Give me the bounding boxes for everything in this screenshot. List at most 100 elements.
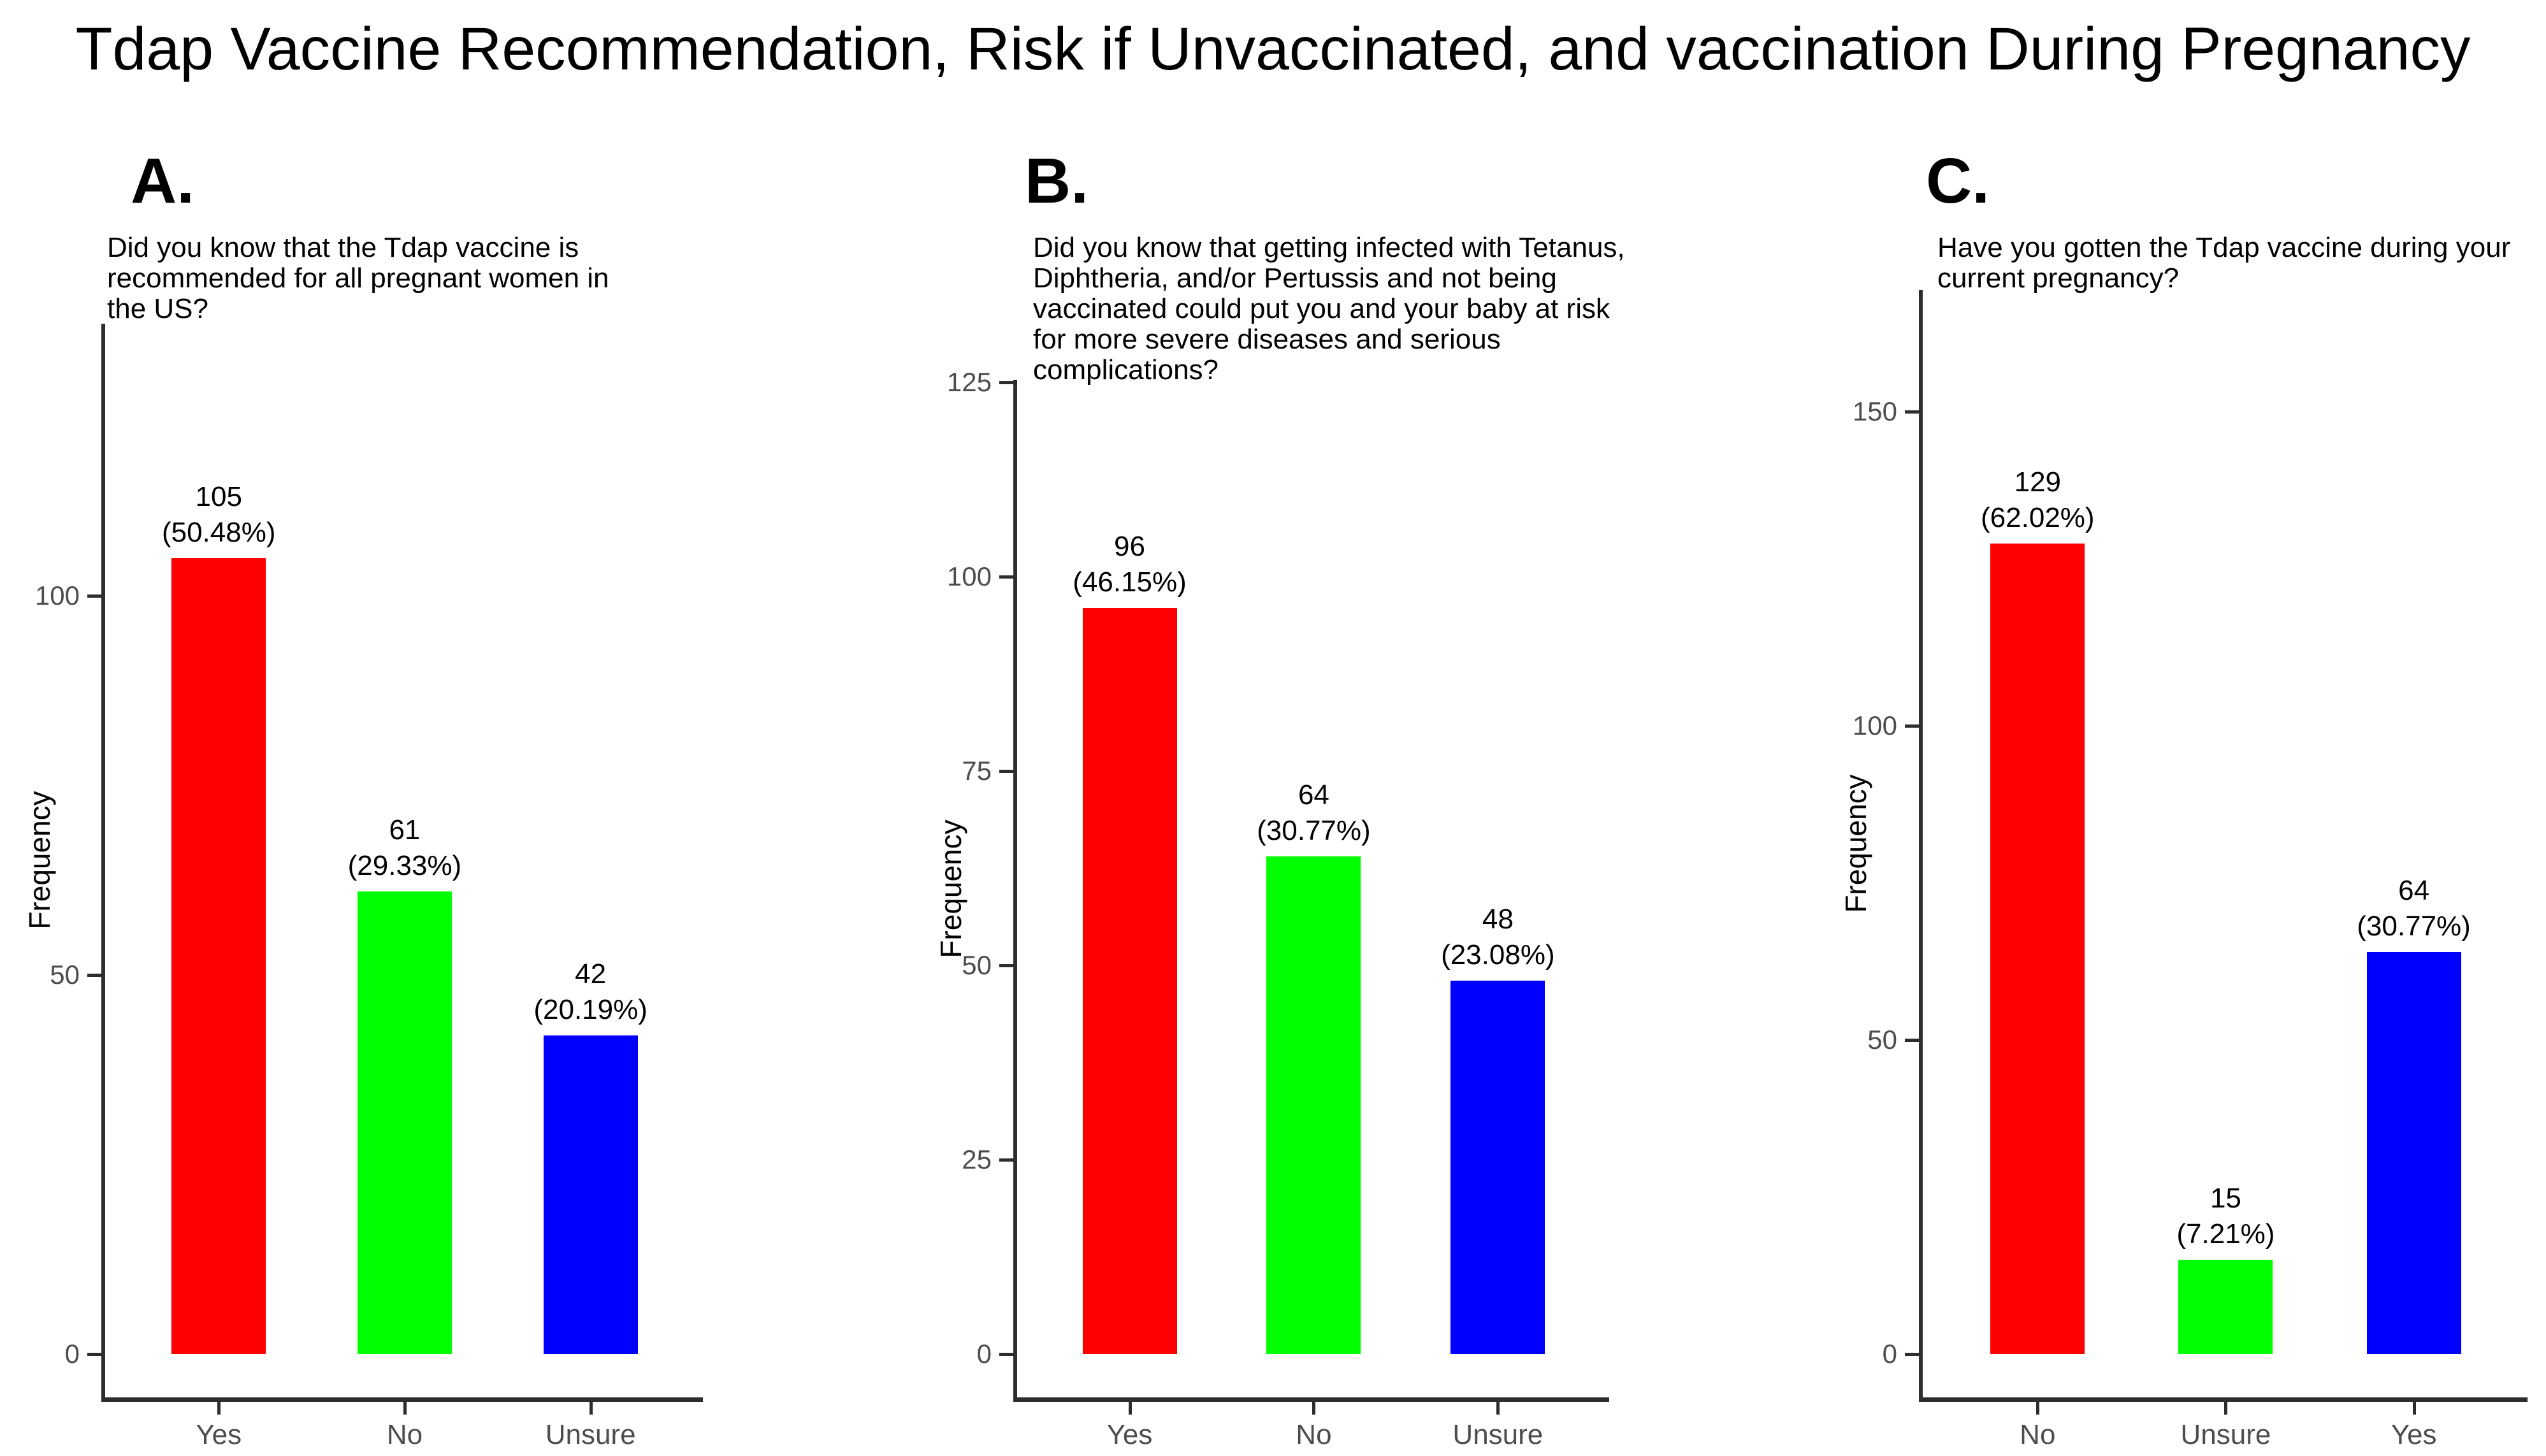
y-tick-mark — [1905, 724, 1919, 728]
x-tick-mark — [2224, 1402, 2228, 1415]
y-tick-mark — [87, 595, 101, 598]
x-tick-label: Unsure — [2180, 1419, 2271, 1450]
bar-no — [357, 891, 452, 1354]
x-tick-label: Unsure — [545, 1419, 636, 1450]
y-tick-mark — [87, 1353, 101, 1356]
panel-a-question: Did you know that the Tdap vaccine is re… — [107, 232, 609, 324]
y-tick-label: 75 — [962, 756, 992, 786]
bar-percent: (29.33%) — [347, 850, 462, 882]
bar-count: 96 — [1114, 530, 1145, 562]
panel-c-letter: C. — [1926, 145, 1990, 217]
panel-b-letter: B. — [1025, 145, 1089, 217]
bar-value-label: 129 (62.02%) — [1910, 465, 2165, 536]
panel-b-plot-area: 0 25 50 75 100 125 96 (46.15%) Yes 64 (30.77%) No 48… — [947, 367, 1609, 1450]
bar-unsure — [1450, 981, 1545, 1354]
y-tick-mark — [999, 1353, 1013, 1356]
panel-c-plot-area: 0 50 100 150 129 (62.02%) No 15 (7.21%) Unsure 64 (… — [1853, 290, 2528, 1450]
bar-unsure — [543, 1035, 638, 1354]
y-tick-label: 0 — [64, 1339, 80, 1369]
y-tick-label: 0 — [1882, 1339, 1897, 1369]
x-tick-label: Yes — [196, 1419, 242, 1450]
bar-value-label: 61 (29.33%) — [277, 812, 532, 884]
x-tick-label: Yes — [1106, 1419, 1153, 1450]
x-tick-label: Unsure — [1452, 1419, 1544, 1450]
bar-value-label: 42 (20.19%) — [463, 956, 718, 1028]
bar-count: 42 — [575, 958, 607, 990]
y-axis-line — [1919, 290, 1923, 1402]
bar-percent: (23.08%) — [1441, 939, 1555, 971]
y-tick-mark — [999, 964, 1013, 967]
bar-value-label: 64 (30.77%) — [1186, 777, 1441, 849]
y-tick-mark — [87, 974, 101, 977]
panel-b-y-axis-title: Frequency — [934, 819, 967, 958]
y-tick-mark — [999, 1158, 1013, 1162]
bar-percent: (30.77%) — [1257, 815, 1371, 847]
panel-a-plot-area: 0 50 100 105 (50.48%) Yes 61 (29.33%) No 42 (20.19… — [35, 324, 703, 1450]
x-tick-label: No — [386, 1419, 423, 1450]
x-tick-mark — [589, 1402, 593, 1415]
y-axis-line — [1013, 380, 1017, 1402]
bar-value-label: 96 (46.15%) — [1002, 529, 1257, 600]
y-tick-mark — [1905, 1039, 1919, 1042]
x-axis-line — [101, 1397, 703, 1402]
y-tick-label: 50 — [962, 950, 992, 980]
y-tick-label: 50 — [50, 960, 80, 990]
y-axis-line — [101, 324, 105, 1402]
y-tick-mark — [1905, 1353, 1919, 1356]
x-tick-mark — [1312, 1402, 1316, 1415]
bar-unsure — [2178, 1260, 2273, 1354]
y-tick-label: 125 — [946, 367, 992, 397]
bar-percent: (20.19%) — [533, 994, 647, 1026]
bar-value-label: 48 (23.08%) — [1370, 902, 1625, 973]
y-tick-label: 0 — [976, 1339, 992, 1369]
x-tick-label: No — [1296, 1419, 1332, 1450]
y-tick-label: 100 — [946, 561, 992, 591]
bar-no — [1266, 856, 1361, 1354]
y-tick-label: 150 — [1852, 396, 1897, 426]
bar-yes — [1082, 607, 1177, 1354]
y-tick-mark — [999, 575, 1013, 579]
y-tick-label: 100 — [34, 580, 80, 610]
bar-count: 48 — [1482, 904, 1514, 935]
bar-count: 64 — [2398, 874, 2430, 906]
y-tick-mark — [999, 770, 1013, 773]
x-tick-mark — [403, 1402, 407, 1415]
figure-title: Tdap Vaccine Recommendation, Risk if Unv… — [75, 15, 2471, 83]
bar-no — [1990, 544, 2085, 1354]
bar-percent: (30.77%) — [2357, 910, 2471, 942]
bar-percent: (50.48%) — [161, 516, 276, 548]
y-tick-mark — [999, 381, 1013, 384]
panel-c-question: Have you gotten the Tdap vaccine during … — [1937, 232, 2511, 294]
x-tick-mark — [1496, 1402, 1500, 1415]
y-tick-label: 25 — [962, 1144, 992, 1174]
bar-count: 105 — [195, 480, 242, 512]
bar-percent: (62.02%) — [1981, 502, 2095, 534]
panel-a-y-axis-title: Frequency — [23, 791, 56, 930]
x-tick-mark — [2412, 1402, 2416, 1415]
bar-yes — [171, 558, 266, 1354]
y-tick-label: 50 — [1867, 1025, 1897, 1055]
bar-yes — [2366, 951, 2461, 1354]
y-tick-label: 100 — [1852, 710, 1897, 740]
bar-value-label: 64 (30.77%) — [2287, 873, 2542, 944]
panel-a-letter: A. — [131, 145, 194, 217]
x-tick-mark — [1128, 1402, 1132, 1415]
x-tick-mark — [2036, 1402, 2040, 1415]
x-axis-line — [1013, 1397, 1609, 1402]
x-tick-label: No — [2020, 1419, 2056, 1450]
bar-count: 129 — [2014, 466, 2062, 498]
x-axis-line — [1919, 1397, 2528, 1402]
x-tick-mark — [217, 1402, 221, 1415]
bar-count: 15 — [2210, 1183, 2241, 1215]
y-tick-mark — [1905, 410, 1919, 414]
bar-count: 61 — [389, 814, 421, 846]
x-tick-label: Yes — [2390, 1419, 2437, 1450]
bar-percent: (7.21%) — [2176, 1218, 2275, 1250]
panel-c-y-axis-title: Frequency — [1839, 774, 1872, 913]
bar-count: 64 — [1298, 779, 1329, 811]
bar-value-label: 15 (7.21%) — [2098, 1181, 2353, 1252]
bar-value-label: 105 (50.48%) — [91, 479, 346, 551]
bar-percent: (46.15%) — [1073, 566, 1187, 598]
panel-b-question: Did you know that getting infected with … — [1033, 232, 1625, 386]
